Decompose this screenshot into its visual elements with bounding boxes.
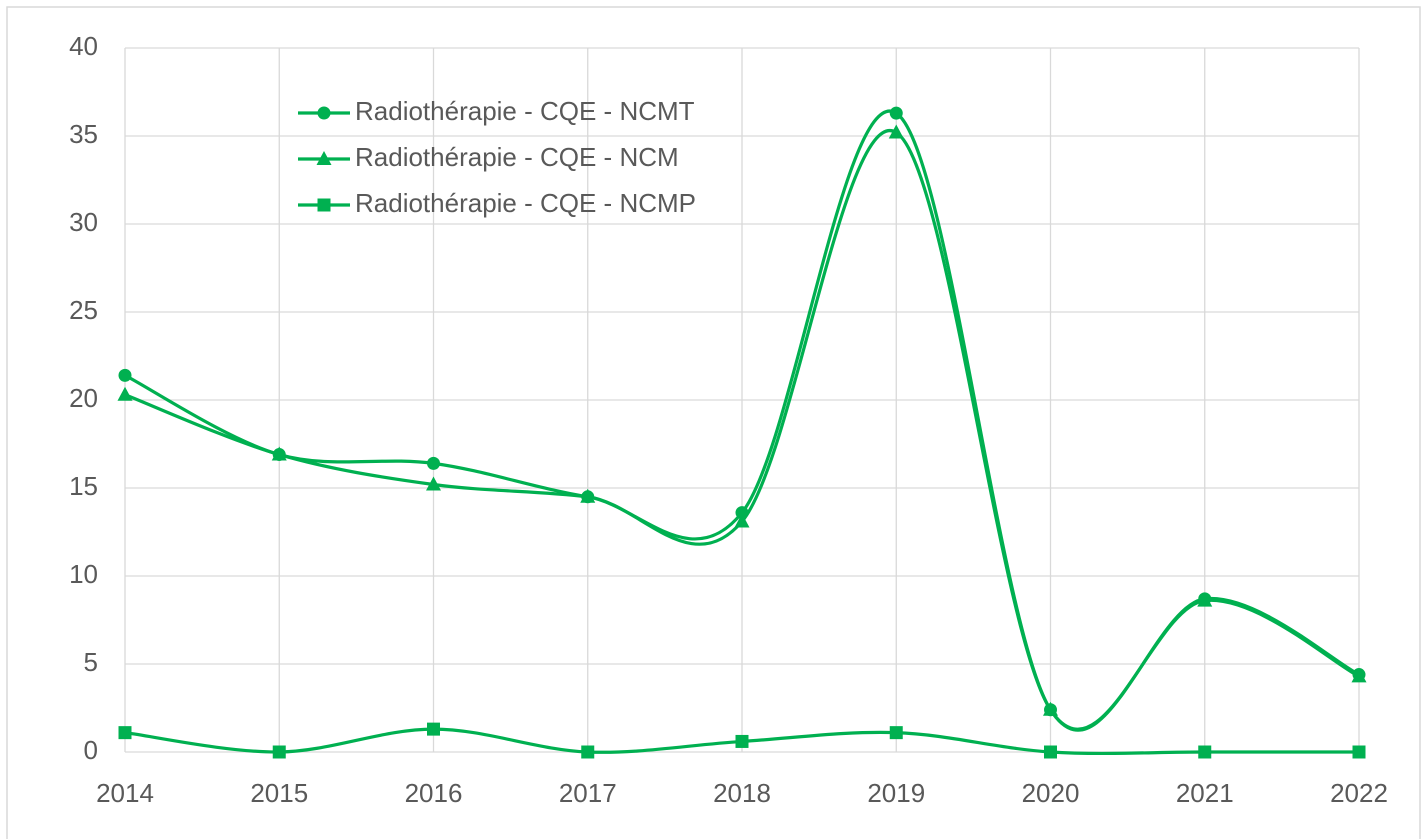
marker: [734, 513, 750, 528]
marker: [427, 456, 440, 470]
marker: [888, 124, 904, 139]
marker: [581, 745, 595, 759]
x-tick-label: 2022: [1330, 778, 1388, 808]
marker: [271, 446, 287, 461]
marker: [1044, 745, 1057, 759]
marker: [889, 106, 903, 120]
legend-label: Radiothérapie - CQE - NCMP: [355, 188, 696, 218]
y-tick-label: 10: [69, 559, 98, 589]
y-tick-label: 15: [69, 471, 98, 501]
y-tick-label: 5: [84, 647, 98, 677]
marker: [1198, 745, 1212, 759]
legend-label: Radiothérapie - CQE - NCMT: [355, 96, 695, 126]
y-tick-label: 30: [69, 207, 98, 237]
marker: [118, 726, 132, 740]
y-tick-label: 25: [69, 295, 98, 325]
marker: [427, 722, 440, 736]
marker: [1043, 701, 1058, 716]
marker: [1351, 668, 1367, 683]
legend-marker: [316, 151, 332, 165]
marker: [117, 386, 133, 401]
y-tick-label: 0: [84, 735, 98, 765]
x-tick-label: 2015: [250, 778, 308, 808]
y-tick-label: 35: [69, 119, 98, 149]
marker: [889, 726, 903, 740]
marker: [1352, 745, 1366, 759]
legend-label: Radiothérapie - CQE - NCM: [355, 142, 679, 172]
y-tick-label: 40: [69, 31, 98, 61]
marker: [735, 734, 749, 748]
chart-frame: [6, 6, 1421, 839]
x-tick-label: 2020: [1022, 778, 1080, 808]
marker: [580, 488, 596, 503]
marker: [426, 476, 441, 491]
legend-marker: [317, 106, 331, 120]
marker: [1197, 592, 1213, 607]
x-tick-label: 2017: [559, 778, 617, 808]
marker: [272, 745, 286, 759]
x-tick-label: 2016: [405, 778, 463, 808]
x-tick-label: 2018: [713, 778, 771, 808]
x-tick-label: 2014: [96, 778, 154, 808]
x-tick-label: 2019: [867, 778, 925, 808]
y-tick-label: 20: [69, 383, 98, 413]
series-line: [124, 129, 1360, 731]
x-tick-label: 2021: [1176, 778, 1234, 808]
marker: [118, 368, 132, 382]
legend-marker: [317, 198, 331, 212]
